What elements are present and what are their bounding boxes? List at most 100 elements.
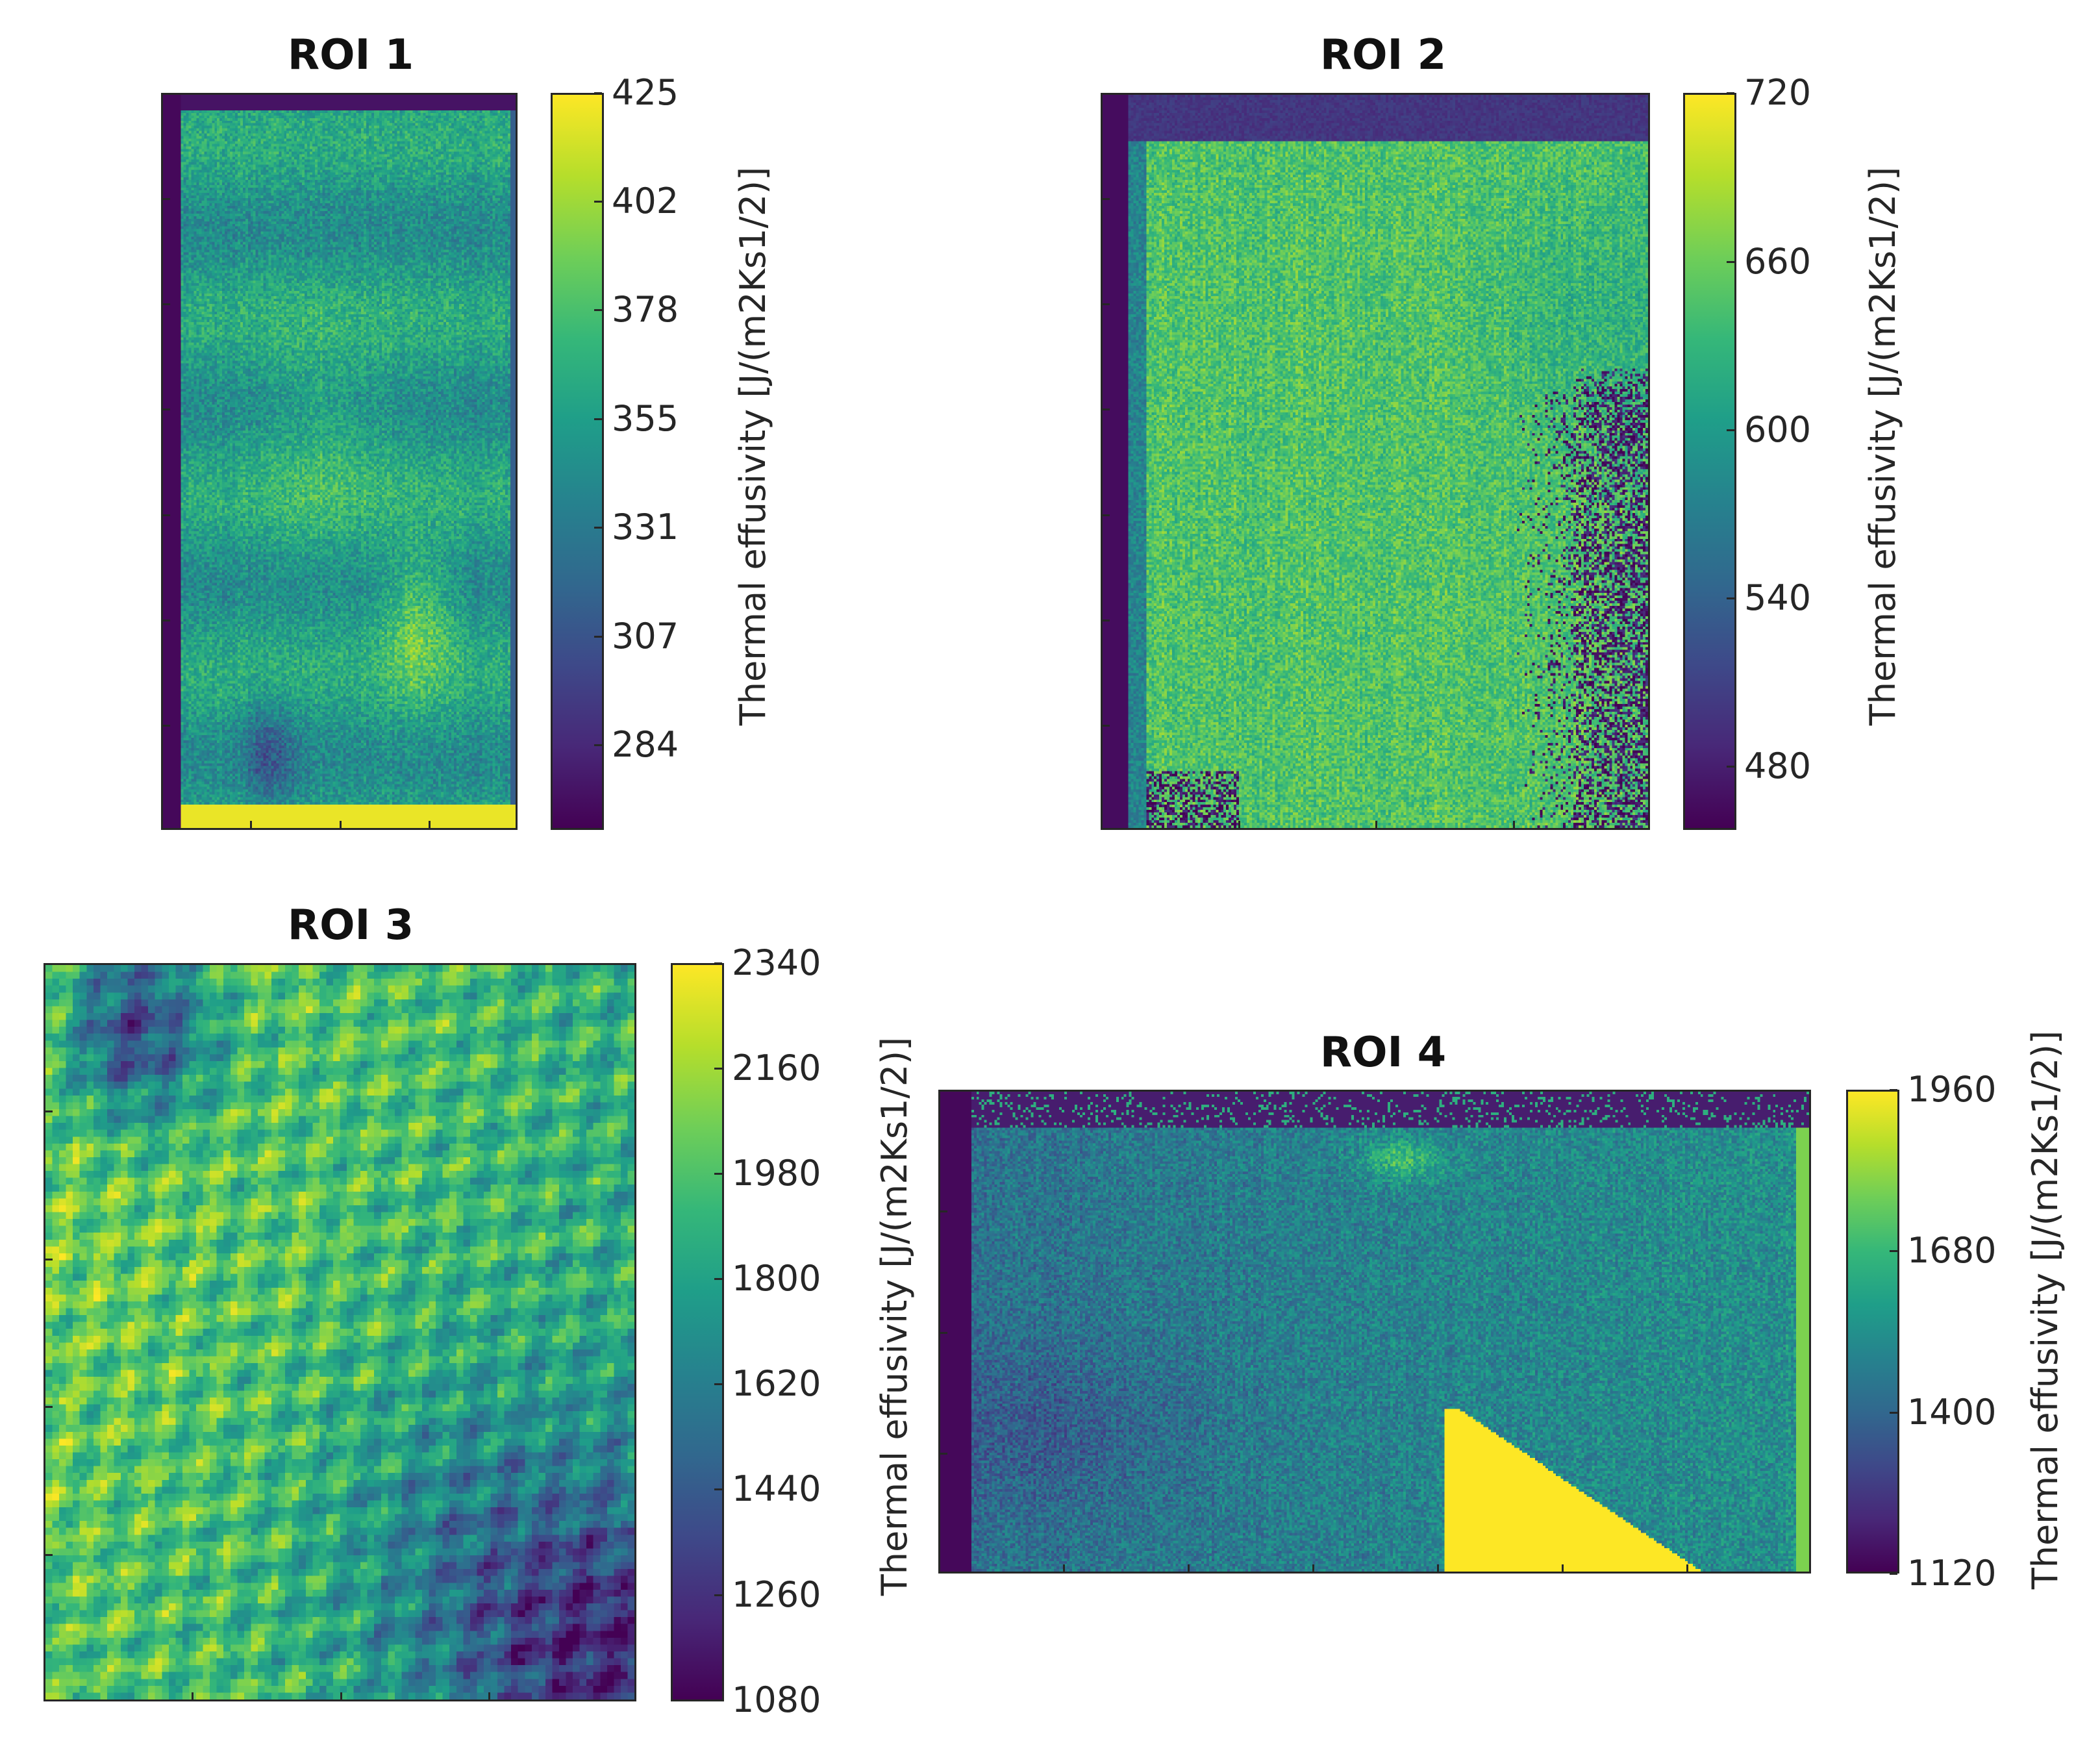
roi-1-colorbar-tick-425: 425 <box>612 72 679 113</box>
roi-2-colorbar-tick-mark <box>1727 597 1734 599</box>
roi-2-y-tick <box>1102 198 1110 201</box>
roi-3-y-tick <box>45 1110 53 1113</box>
roi-4-x-tick <box>1686 1564 1688 1572</box>
roi-3-colorbar-tick-1980: 1980 <box>732 1153 821 1194</box>
roi-3-x-tick <box>340 1692 342 1700</box>
roi-3-x-tick <box>488 1692 490 1700</box>
roi-2-colorbar-tick-mark <box>1727 429 1734 431</box>
roi-1-colorbar-tick-284: 284 <box>612 724 679 765</box>
roi-1-colorbar-tick-mark <box>594 527 602 529</box>
roi-2-colorbar-tick-540: 540 <box>1744 577 1812 618</box>
roi-3-colorbar-tick-mark <box>714 1699 722 1701</box>
roi-2-colorbar-tick-480: 480 <box>1744 746 1812 786</box>
roi-3-colorbar-tick-mark <box>714 962 722 964</box>
roi-3-colorbar-tick-mark <box>714 1383 722 1385</box>
roi-4-colorbar-tick-mark <box>1890 1573 1897 1575</box>
roi-3-colorbar-tick-1440: 1440 <box>732 1468 821 1509</box>
roi-2-colorbar-tick-mark <box>1727 766 1734 768</box>
roi-1-colorbar-tick-mark <box>594 92 602 94</box>
roi-1-colorbar <box>551 93 604 830</box>
roi-2-colorbar-tick-720: 720 <box>1744 72 1812 113</box>
roi-3-y-tick <box>45 1553 53 1556</box>
roi-2-colorbar-tick-mark <box>1727 92 1734 94</box>
roi-2-colorbar-label-text: Thermal effusivity [J/(m2Ks1/2)] <box>1862 166 1903 726</box>
roi-1-heatmap <box>161 93 518 830</box>
roi-2-x-tick <box>1375 821 1377 829</box>
roi-4-heatmap-image <box>940 1092 1809 1572</box>
roi-2-colorbar-tick-660: 660 <box>1744 241 1812 282</box>
roi-3-heatmap <box>44 963 636 1701</box>
roi-1-title: ROI 1 <box>287 31 414 79</box>
roi-4-colorbar-label: Thermal effusivity [J/(m2Ks1/2)] <box>2025 1011 2066 1609</box>
roi-2-y-tick <box>1102 303 1110 306</box>
roi-3-colorbar-tick-1800: 1800 <box>732 1258 821 1299</box>
roi-4-x-tick <box>1063 1564 1065 1572</box>
roi-1-y-tick <box>162 619 170 621</box>
roi-3-colorbar-tick-mark <box>714 1068 722 1070</box>
roi-1-colorbar-tick-mark <box>594 636 602 638</box>
roi-4-x-tick <box>1312 1564 1314 1572</box>
roi-2-y-tick <box>1102 408 1110 411</box>
roi-1-colorbar-tick-mark <box>594 418 602 420</box>
roi-4-colorbar-tick-mark <box>1890 1089 1897 1091</box>
roi-2-y-tick <box>1102 724 1110 727</box>
roi-3-colorbar-label-text: Thermal effusivity [J/(m2Ks1/2)] <box>874 1036 915 1596</box>
roi-4-colorbar-tick-1400: 1400 <box>1907 1392 1997 1433</box>
roi-4-colorbar-label-text: Thermal effusivity [J/(m2Ks1/2)] <box>2025 1030 2066 1590</box>
roi-4-x-tick <box>1562 1564 1564 1572</box>
roi-4-colorbar-tick-1680: 1680 <box>1907 1230 1997 1271</box>
roi-3-colorbar-tick-1260: 1260 <box>732 1574 821 1615</box>
roi-3-colorbar <box>671 963 724 1701</box>
roi-4-colorbar-tick-mark <box>1890 1412 1897 1414</box>
roi-2-y-tick <box>1102 514 1110 516</box>
roi-3-title: ROI 3 <box>287 901 414 949</box>
roi-4-y-tick <box>940 1210 947 1213</box>
roi-1-colorbar-label: Thermal effusivity [J/(m2Ks1/2)] <box>732 147 773 745</box>
roi-3-colorbar-tick-mark <box>714 1173 722 1175</box>
roi-3-x-tick <box>192 1692 194 1700</box>
roi-1-y-tick <box>162 303 170 306</box>
roi-2-y-tick <box>1102 619 1110 621</box>
roi-4-colorbar-tick-1960: 1960 <box>1907 1069 1997 1110</box>
roi-3-colorbar-tick-1620: 1620 <box>732 1363 821 1404</box>
roi-1-colorbar-tick-mark <box>594 201 602 203</box>
roi-1-colorbar-tick-mark <box>594 309 602 311</box>
roi-4-x-tick <box>1437 1564 1439 1572</box>
roi-3-colorbar-tick-2340: 2340 <box>732 942 821 983</box>
roi-2-title: ROI 2 <box>1319 31 1447 79</box>
roi-3-colorbar-tick-mark <box>714 1488 722 1490</box>
roi-4-x-tick <box>1188 1564 1190 1572</box>
roi-3-y-tick <box>45 1406 53 1409</box>
roi-2-x-tick <box>1238 821 1240 829</box>
roi-3-heatmap-image <box>45 965 634 1699</box>
roi-3-colorbar-tick-2160: 2160 <box>732 1047 821 1088</box>
roi-3-colorbar-tick-mark <box>714 1278 722 1280</box>
roi-1-colorbar-tick-402: 402 <box>612 181 679 221</box>
roi-4-y-tick <box>940 1452 947 1455</box>
roi-4-colorbar-tick-1120: 1120 <box>1907 1553 1997 1594</box>
roi-1-colorbar-tick-331: 331 <box>612 507 679 547</box>
roi-1-y-tick <box>162 514 170 516</box>
roi-2-heatmap <box>1101 93 1650 830</box>
roi-1-x-tick <box>428 821 431 829</box>
roi-1-colorbar-tick-355: 355 <box>612 398 679 439</box>
roi-3-colorbar-label: Thermal effusivity [J/(m2Ks1/2)] <box>874 1018 915 1615</box>
roi-3-colorbar-tick-mark <box>714 1594 722 1596</box>
roi-4-colorbar-tick-mark <box>1890 1250 1897 1252</box>
roi-2-x-tick <box>1512 821 1515 829</box>
roi-1-colorbar-label-text: Thermal effusivity [J/(m2Ks1/2)] <box>732 166 773 726</box>
roi-1-x-tick <box>339 821 342 829</box>
roi-4-colorbar <box>1846 1090 1899 1574</box>
roi-1-colorbar-tick-mark <box>594 744 602 746</box>
roi-4-heatmap <box>938 1090 1811 1574</box>
roi-1-y-tick <box>162 724 170 727</box>
roi-2-colorbar-tick-600: 600 <box>1744 409 1812 450</box>
roi-1-colorbar-tick-378: 378 <box>612 289 679 330</box>
roi-3-colorbar-tick-1080: 1080 <box>732 1679 821 1720</box>
roi-4-y-tick <box>940 1331 947 1334</box>
roi-3-y-tick <box>45 1258 53 1260</box>
roi-1-x-tick <box>250 821 253 829</box>
roi-1-y-tick <box>162 408 170 411</box>
roi-2-colorbar-tick-mark <box>1727 261 1734 263</box>
roi-1-heatmap-image <box>163 95 516 828</box>
